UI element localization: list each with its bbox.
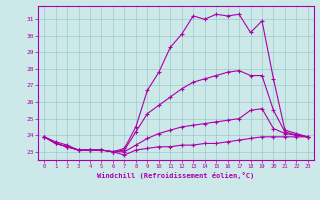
X-axis label: Windchill (Refroidissement éolien,°C): Windchill (Refroidissement éolien,°C) [97, 172, 255, 179]
